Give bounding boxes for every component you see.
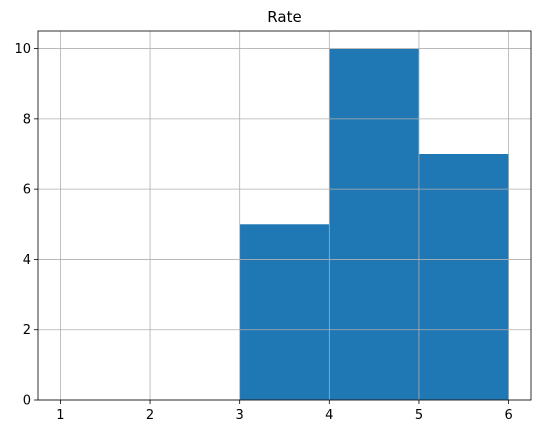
y-tick-label: 2 [23,323,31,338]
y-tick-label: 6 [23,183,31,198]
y-tick-label: 4 [23,253,31,268]
y-axis-ticks: 0 2 4 6 8 10 [14,42,38,409]
bars [239,48,509,400]
x-tick-label: 6 [504,408,512,423]
y-tick-label: 10 [14,42,31,57]
x-axis-ticks: 1 2 3 4 5 6 [56,400,513,423]
chart-title: Rate [267,8,301,26]
x-tick-label: 2 [146,408,154,423]
x-tick-label: 5 [415,408,423,423]
x-tick-label: 3 [236,408,244,423]
y-tick-label: 8 [23,112,31,127]
x-tick-label: 1 [56,408,64,423]
histogram-bar-2 [329,48,419,400]
histogram-bar-1 [239,224,330,400]
y-tick-label: 0 [23,394,31,409]
x-tick-label: 4 [325,408,333,423]
histogram-bar-3 [418,154,509,400]
plot-frame [37,30,532,401]
